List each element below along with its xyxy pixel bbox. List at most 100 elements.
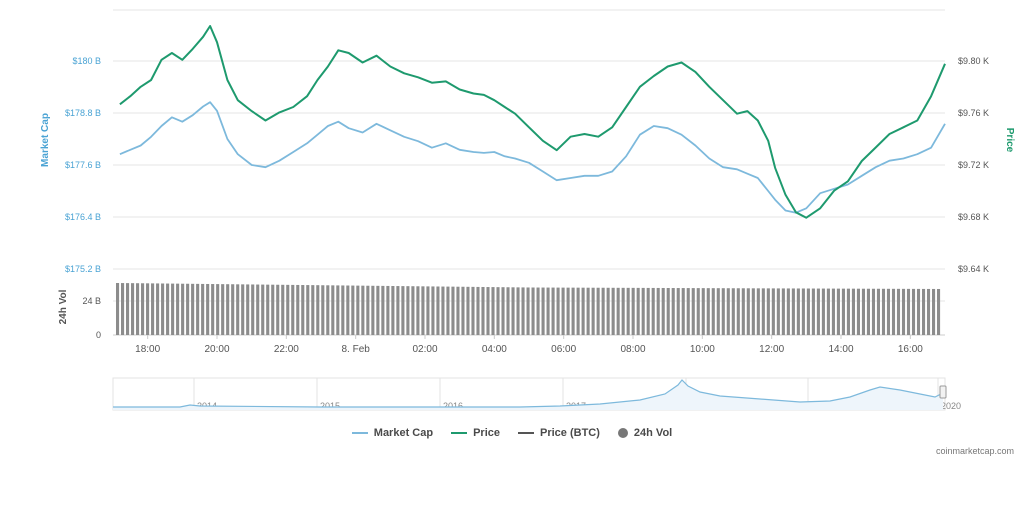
volume-bar xyxy=(716,288,720,335)
volume-bar xyxy=(771,288,775,335)
credit-text[interactable]: coinmarketcap.com xyxy=(935,446,1014,456)
volume-bar xyxy=(296,284,300,335)
legend-item-market-cap[interactable]: Market Cap xyxy=(351,427,434,439)
x-axis-tick-label: 20:00 xyxy=(204,344,229,355)
volume-bar xyxy=(556,287,560,335)
left-axis-tick: $175.2 B xyxy=(65,264,101,274)
volume-bar xyxy=(281,284,285,335)
volume-bar xyxy=(916,288,921,335)
volume-bar xyxy=(671,288,675,335)
left-axis-tick: $177.6 B xyxy=(65,160,101,170)
navigator-year-label: 2020 xyxy=(941,401,961,411)
legend-item-vol[interactable]: 24h Vol xyxy=(617,427,673,439)
volume-bar xyxy=(386,285,390,335)
right-axis-title: Price xyxy=(1004,128,1015,153)
right-axis-tick: $9.68 K xyxy=(958,212,989,222)
volume-bar xyxy=(316,285,320,335)
volume-bar xyxy=(736,288,740,335)
volume-bar xyxy=(456,286,460,335)
volume-bar xyxy=(911,288,916,335)
volume-bar xyxy=(471,286,475,335)
volume-bar xyxy=(611,287,615,335)
volume-bar xyxy=(841,288,845,335)
volume-bar xyxy=(721,288,725,335)
volume-bar xyxy=(896,288,901,335)
left-axis-tick: $176.4 B xyxy=(65,212,101,222)
volume-bar xyxy=(696,288,700,335)
volume-bar xyxy=(901,288,906,335)
volume-bar xyxy=(301,285,305,335)
volume-bar xyxy=(876,288,881,335)
volume-bar xyxy=(541,287,545,335)
volume-bar xyxy=(741,288,745,335)
legend-item-price-btc[interactable]: Price (BTC) xyxy=(518,427,600,439)
volume-bar xyxy=(551,287,555,335)
volume-bar xyxy=(136,283,140,335)
volume-bar xyxy=(596,287,600,335)
volume-bar xyxy=(591,287,595,335)
volume-bar xyxy=(336,285,340,335)
volume-bar xyxy=(381,285,385,335)
volume-bar xyxy=(266,284,270,335)
volume-bar xyxy=(651,287,655,335)
volume-bar xyxy=(631,287,635,335)
volume-bar xyxy=(426,286,430,335)
volume-bar xyxy=(491,287,495,335)
volume-bar xyxy=(791,288,795,335)
volume-bar xyxy=(516,287,520,335)
volume-bar xyxy=(881,288,886,335)
navigator-area xyxy=(113,380,943,410)
volume-bar xyxy=(476,286,480,335)
volume-bar xyxy=(641,287,645,335)
volume-bar xyxy=(171,283,175,335)
volume-bar xyxy=(761,288,765,335)
market-cap-line-icon xyxy=(351,432,368,434)
volume-axis-title: 24h Vol xyxy=(58,289,69,324)
market-cap-series-line xyxy=(119,101,946,214)
legend-label-vol: 24h Vol xyxy=(633,427,673,439)
volume-bar xyxy=(126,283,130,335)
volume-bar xyxy=(766,288,770,335)
volume-axis-tick: 24 B xyxy=(82,296,101,306)
legend-label-market-cap: Market Cap xyxy=(373,427,434,439)
left-axis-tick: $180 B xyxy=(72,56,101,66)
volume-bar xyxy=(891,288,896,335)
volume-bar xyxy=(121,283,125,335)
volume-bar xyxy=(186,283,190,335)
volume-bar xyxy=(466,286,470,335)
volume-bar xyxy=(571,287,575,335)
volume-bar xyxy=(481,286,485,335)
volume-bar xyxy=(286,284,290,335)
volume-bar xyxy=(291,284,295,335)
volume-bar xyxy=(566,287,570,335)
navigator-range-handle[interactable] xyxy=(939,385,947,399)
volume-bar xyxy=(921,288,926,335)
volume-bar xyxy=(601,287,605,335)
volume-bar xyxy=(526,287,530,335)
volume-bar xyxy=(786,288,790,335)
volume-bar xyxy=(836,288,840,335)
volume-bar xyxy=(711,288,715,335)
volume-bar xyxy=(691,288,695,335)
volume-bar xyxy=(751,288,755,335)
volume-bar xyxy=(726,288,730,335)
volume-bar xyxy=(401,286,405,335)
volume-bar xyxy=(256,284,260,335)
price-btc-line-icon xyxy=(518,432,534,434)
legend-item-price[interactable]: Price xyxy=(451,427,500,439)
x-axis-tick-label: 12:00 xyxy=(759,344,784,355)
volume-bar xyxy=(521,287,525,335)
volume-bar xyxy=(926,288,931,335)
left-axis-title: Market Cap xyxy=(40,113,51,167)
volume-bar xyxy=(241,284,245,335)
volume-bar xyxy=(346,285,350,335)
volume-bar xyxy=(796,288,800,335)
volume-bar xyxy=(676,288,680,335)
volume-bar xyxy=(936,288,941,335)
volume-bar xyxy=(681,288,685,335)
right-axis-tick: $9.72 K xyxy=(958,160,989,170)
volume-bar xyxy=(496,287,500,335)
volume-bar xyxy=(436,286,440,335)
volume-bar xyxy=(856,288,860,335)
volume-bar xyxy=(411,286,415,335)
